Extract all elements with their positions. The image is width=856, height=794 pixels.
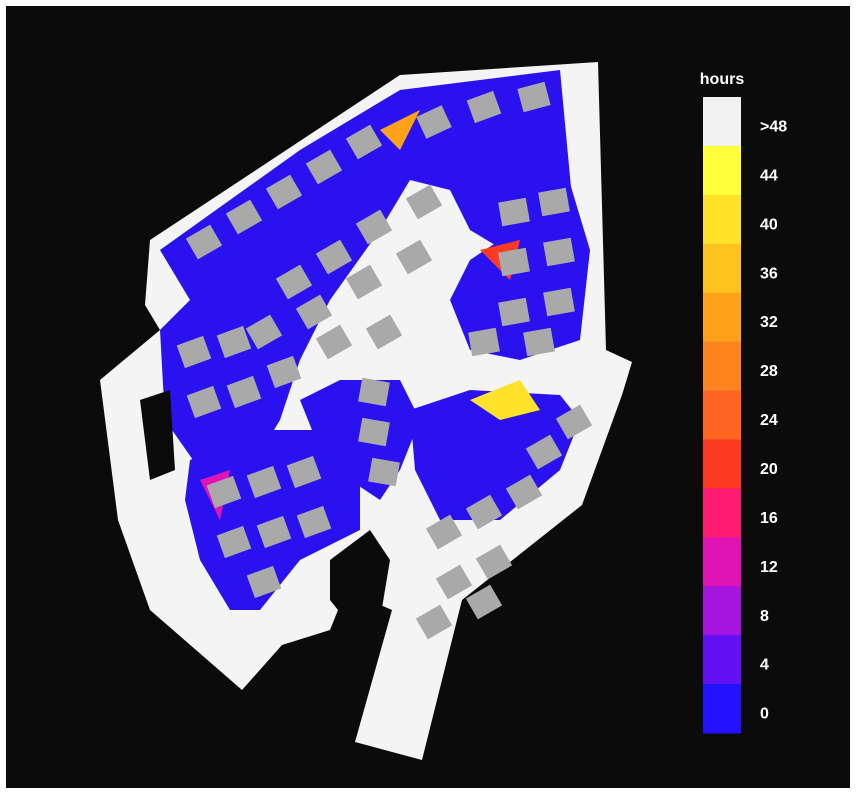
legend-label: 4: [760, 657, 769, 674]
building: [543, 238, 575, 266]
legend-label: 36: [760, 265, 778, 282]
building: [543, 288, 575, 316]
legend-swatch: [703, 244, 741, 293]
legend-swatch: [703, 342, 741, 391]
legend-swatch: [703, 635, 741, 684]
legend-swatch: [703, 391, 741, 440]
building: [538, 188, 570, 216]
legend-swatch: [703, 97, 741, 146]
map-figure: hours >48444036322824201612840: [0, 0, 856, 794]
building: [468, 328, 500, 356]
legend-label: 32: [760, 314, 778, 331]
building: [358, 418, 390, 446]
legend-swatch: [703, 586, 741, 635]
page: {"legend": {"title": "hours", "items": […: [0, 0, 856, 794]
legend-swatch: [703, 684, 741, 733]
legend-swatch: [703, 537, 741, 586]
legend-label: 24: [760, 412, 778, 429]
building: [523, 328, 555, 356]
body: hours >48444036322824201612840 (() => { …: [0, 0, 856, 794]
legend-swatch: [703, 439, 741, 488]
building: [368, 458, 400, 486]
legend-title: hours: [700, 71, 745, 88]
building: [498, 298, 530, 326]
legend-label: 8: [760, 608, 769, 625]
legend-label: 44: [760, 167, 778, 184]
legend-swatch: [703, 146, 741, 195]
legend-label: 12: [760, 559, 778, 576]
legend-label: 28: [760, 363, 778, 380]
building: [498, 198, 530, 226]
building: [358, 378, 390, 406]
legend-label: 16: [760, 510, 778, 527]
legend-label: 0: [760, 706, 769, 723]
legend-swatch: [703, 293, 741, 342]
legend-label: 20: [760, 461, 778, 478]
legend-label: 40: [760, 216, 778, 233]
legend-label: >48: [760, 119, 787, 136]
legend-swatch: [703, 488, 741, 537]
legend-swatch: [703, 195, 741, 244]
building: [498, 248, 530, 276]
